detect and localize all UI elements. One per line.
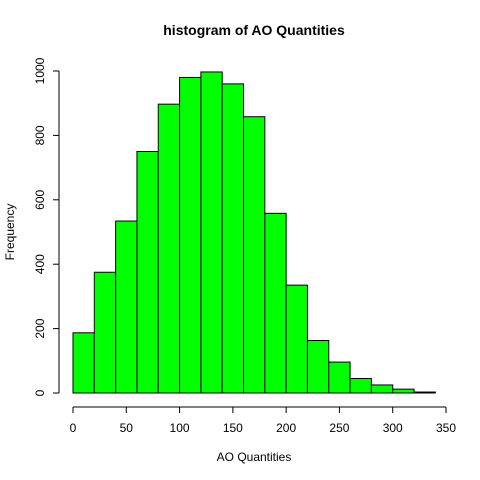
y-axis-label: Frequency xyxy=(3,204,17,261)
histogram-bar-9 xyxy=(264,212,287,394)
bars-group xyxy=(72,71,436,394)
histogram-bar-15 xyxy=(392,388,415,394)
histogram-bar-12 xyxy=(328,361,351,394)
histogram-bar-1 xyxy=(93,271,117,394)
histogram-bar-13 xyxy=(349,378,372,394)
histogram-bar-7 xyxy=(221,83,245,394)
histogram-bar-6 xyxy=(200,71,223,394)
chart-title: histogram of AO Quantities xyxy=(163,22,345,38)
x-tick-label-1: 50 xyxy=(120,421,134,435)
y-tick-label-5: 1000 xyxy=(33,57,47,84)
histogram-bar-8 xyxy=(243,116,266,394)
x-tick-label-5: 250 xyxy=(329,421,349,435)
x-tick-label-4: 200 xyxy=(276,421,296,435)
histogram-bar-3 xyxy=(136,151,159,394)
histogram-bar-4 xyxy=(157,103,181,394)
x-tick-label-2: 100 xyxy=(170,421,190,435)
histogram-bar-0 xyxy=(72,332,95,394)
y-tick-label-4: 800 xyxy=(33,125,47,145)
x-tick-label-0: 0 xyxy=(70,421,77,435)
histogram-bar-14 xyxy=(370,384,394,394)
x-axis-label: AO Quantities xyxy=(217,450,292,464)
histogram-bar-5 xyxy=(179,76,202,394)
x-tick-label-7: 350 xyxy=(436,421,456,435)
y-axis: 0 200 400 600 800 1000 xyxy=(33,57,60,396)
y-tick-label-1: 200 xyxy=(33,318,47,338)
y-tick-label-2: 400 xyxy=(33,254,47,274)
histogram-bar-16 xyxy=(413,391,436,394)
histogram-bar-2 xyxy=(115,220,138,394)
y-tick-label-0: 0 xyxy=(33,389,47,396)
histogram-bar-10 xyxy=(285,284,308,394)
x-axis: 0 50 100 150 200 250 300 350 xyxy=(70,406,456,435)
x-tick-label-6: 300 xyxy=(383,421,403,435)
histogram-bar-11 xyxy=(306,340,330,394)
y-tick-label-3: 600 xyxy=(33,189,47,209)
x-tick-label-3: 150 xyxy=(223,421,243,435)
